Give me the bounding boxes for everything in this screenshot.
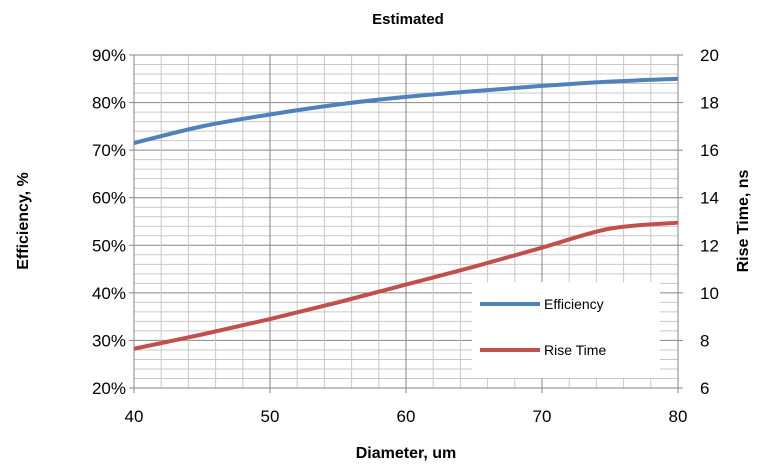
y-left-tick-label: 80% — [92, 94, 126, 113]
y-right-tick-label: 6 — [700, 379, 709, 398]
legend-box — [472, 282, 660, 378]
x-tick-label: 80 — [669, 407, 688, 426]
legend: Efficiency Rise Time — [472, 282, 660, 378]
x-tick-label: 50 — [261, 407, 280, 426]
y-right-tick-label: 18 — [700, 94, 719, 113]
y-left-tick-label: 60% — [92, 189, 126, 208]
y-right-tick-label: 12 — [700, 236, 719, 255]
y-axis-right-label: Rise Time, ns — [735, 169, 752, 272]
y-left-tick-label: 70% — [92, 141, 126, 160]
legend-label-rise-time: Rise Time — [544, 342, 606, 358]
x-tick-label: 60 — [397, 407, 416, 426]
y-left-tick-label: 40% — [92, 284, 126, 303]
y-right-tick-label: 14 — [700, 189, 719, 208]
series-line-rise-time — [133, 220, 679, 351]
x-axis-label: Diameter, um — [356, 445, 456, 462]
y-right-tick-label: 8 — [700, 331, 709, 350]
series — [133, 76, 679, 351]
x-tick-label: 70 — [533, 407, 552, 426]
x-tick-label: 40 — [125, 407, 144, 426]
y-left-tick-label: 50% — [92, 236, 126, 255]
grid — [133, 54, 679, 389]
y-left-tick-label: 90% — [92, 46, 126, 65]
y-left-tick-label: 20% — [92, 379, 126, 398]
y-right-tick-label: 16 — [700, 141, 719, 160]
chart-title: Estimated — [372, 11, 444, 28]
ticks: 40 50 60 70 80 20% 30% 40% 50% 60% 70% 80% 90% 6 8 10 12… — [92, 46, 719, 426]
series-line-efficiency — [133, 76, 679, 145]
legend-label-efficiency: Efficiency — [544, 296, 604, 312]
y-axis-left-label: Efficiency, % — [15, 172, 32, 270]
y-right-tick-label: 10 — [700, 284, 719, 303]
y-left-tick-label: 30% — [92, 331, 126, 350]
y-right-tick-label: 20 — [700, 46, 719, 65]
